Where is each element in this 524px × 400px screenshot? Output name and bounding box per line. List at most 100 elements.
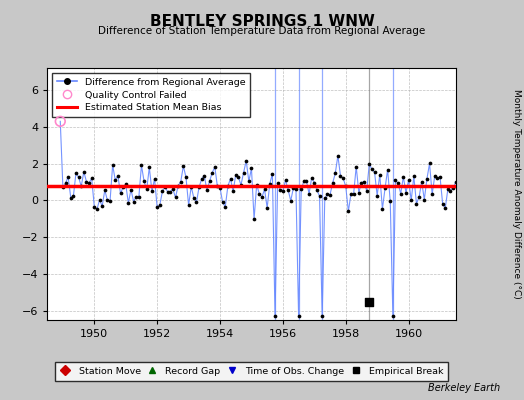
Point — [389, 313, 397, 320]
Point — [460, 170, 468, 176]
Point — [232, 172, 240, 178]
Point — [208, 170, 216, 176]
Point — [122, 181, 130, 188]
Point — [64, 174, 72, 180]
Point — [195, 184, 203, 190]
Point — [56, 118, 64, 124]
Point — [253, 181, 261, 188]
Point — [213, 183, 222, 190]
Point — [433, 175, 442, 181]
Point — [444, 186, 452, 192]
Point — [449, 184, 457, 191]
Point — [124, 200, 133, 206]
Point — [425, 160, 434, 167]
Point — [216, 184, 224, 191]
Point — [360, 178, 368, 185]
Point — [441, 205, 450, 211]
Point — [224, 183, 232, 189]
Point — [169, 186, 177, 192]
Point — [268, 171, 277, 177]
Point — [127, 186, 135, 193]
Point — [80, 168, 88, 175]
Point — [370, 169, 379, 176]
Point — [397, 190, 405, 197]
Point — [289, 185, 298, 191]
Point — [184, 202, 193, 208]
Point — [77, 183, 85, 190]
Point — [59, 184, 67, 190]
Point — [203, 187, 211, 194]
Point — [229, 188, 237, 194]
Point — [462, 182, 471, 189]
Point — [260, 186, 269, 193]
Point — [399, 174, 408, 180]
Point — [61, 180, 70, 186]
Point — [129, 198, 138, 205]
Point — [187, 184, 195, 190]
Point — [274, 180, 282, 187]
Point — [119, 184, 127, 190]
Point — [410, 173, 418, 180]
Point — [342, 183, 350, 190]
Point — [436, 174, 444, 180]
Point — [405, 177, 413, 184]
Point — [394, 180, 402, 187]
Point — [88, 175, 96, 182]
Point — [182, 174, 190, 180]
Point — [292, 186, 300, 192]
Point — [376, 172, 384, 178]
Point — [137, 162, 146, 168]
Point — [255, 191, 264, 197]
Point — [258, 194, 266, 200]
Point — [98, 203, 106, 209]
Point — [457, 172, 465, 178]
Point — [378, 206, 387, 212]
Point — [190, 195, 198, 201]
Point — [318, 313, 326, 320]
Point — [347, 191, 355, 197]
Point — [357, 179, 366, 186]
Point — [323, 191, 332, 198]
Point — [67, 194, 75, 201]
Point — [352, 163, 361, 170]
Point — [321, 195, 329, 202]
Text: BENTLEY SPRINGS 1 WNW: BENTLEY SPRINGS 1 WNW — [149, 14, 375, 29]
Point — [407, 197, 416, 204]
Point — [69, 193, 78, 200]
Point — [221, 204, 230, 210]
Point — [446, 187, 455, 194]
Point — [108, 162, 117, 168]
Point — [158, 188, 167, 195]
Point — [363, 188, 371, 194]
Text: Berkeley Earth: Berkeley Earth — [428, 383, 500, 393]
Point — [386, 198, 395, 205]
Point — [331, 170, 340, 176]
Point — [418, 178, 426, 185]
Point — [373, 192, 381, 199]
Point — [350, 191, 358, 198]
Point — [95, 197, 104, 203]
Point — [420, 196, 429, 203]
Point — [344, 208, 353, 214]
Point — [177, 178, 185, 185]
Legend: Station Move, Record Gap, Time of Obs. Change, Empirical Break: Station Move, Record Gap, Time of Obs. C… — [55, 362, 448, 381]
Point — [150, 176, 159, 182]
Point — [336, 172, 345, 179]
Point — [287, 198, 295, 204]
Point — [153, 204, 161, 210]
Point — [281, 177, 290, 183]
Point — [156, 202, 164, 208]
Point — [116, 190, 125, 197]
Point — [315, 193, 324, 199]
Point — [439, 200, 447, 207]
Point — [74, 174, 83, 180]
Point — [245, 178, 253, 185]
Point — [171, 194, 180, 201]
Point — [237, 182, 245, 188]
Point — [242, 158, 250, 164]
Point — [93, 206, 101, 212]
Point — [365, 161, 374, 167]
Point — [103, 197, 112, 204]
Point — [239, 169, 248, 176]
Point — [294, 313, 303, 320]
